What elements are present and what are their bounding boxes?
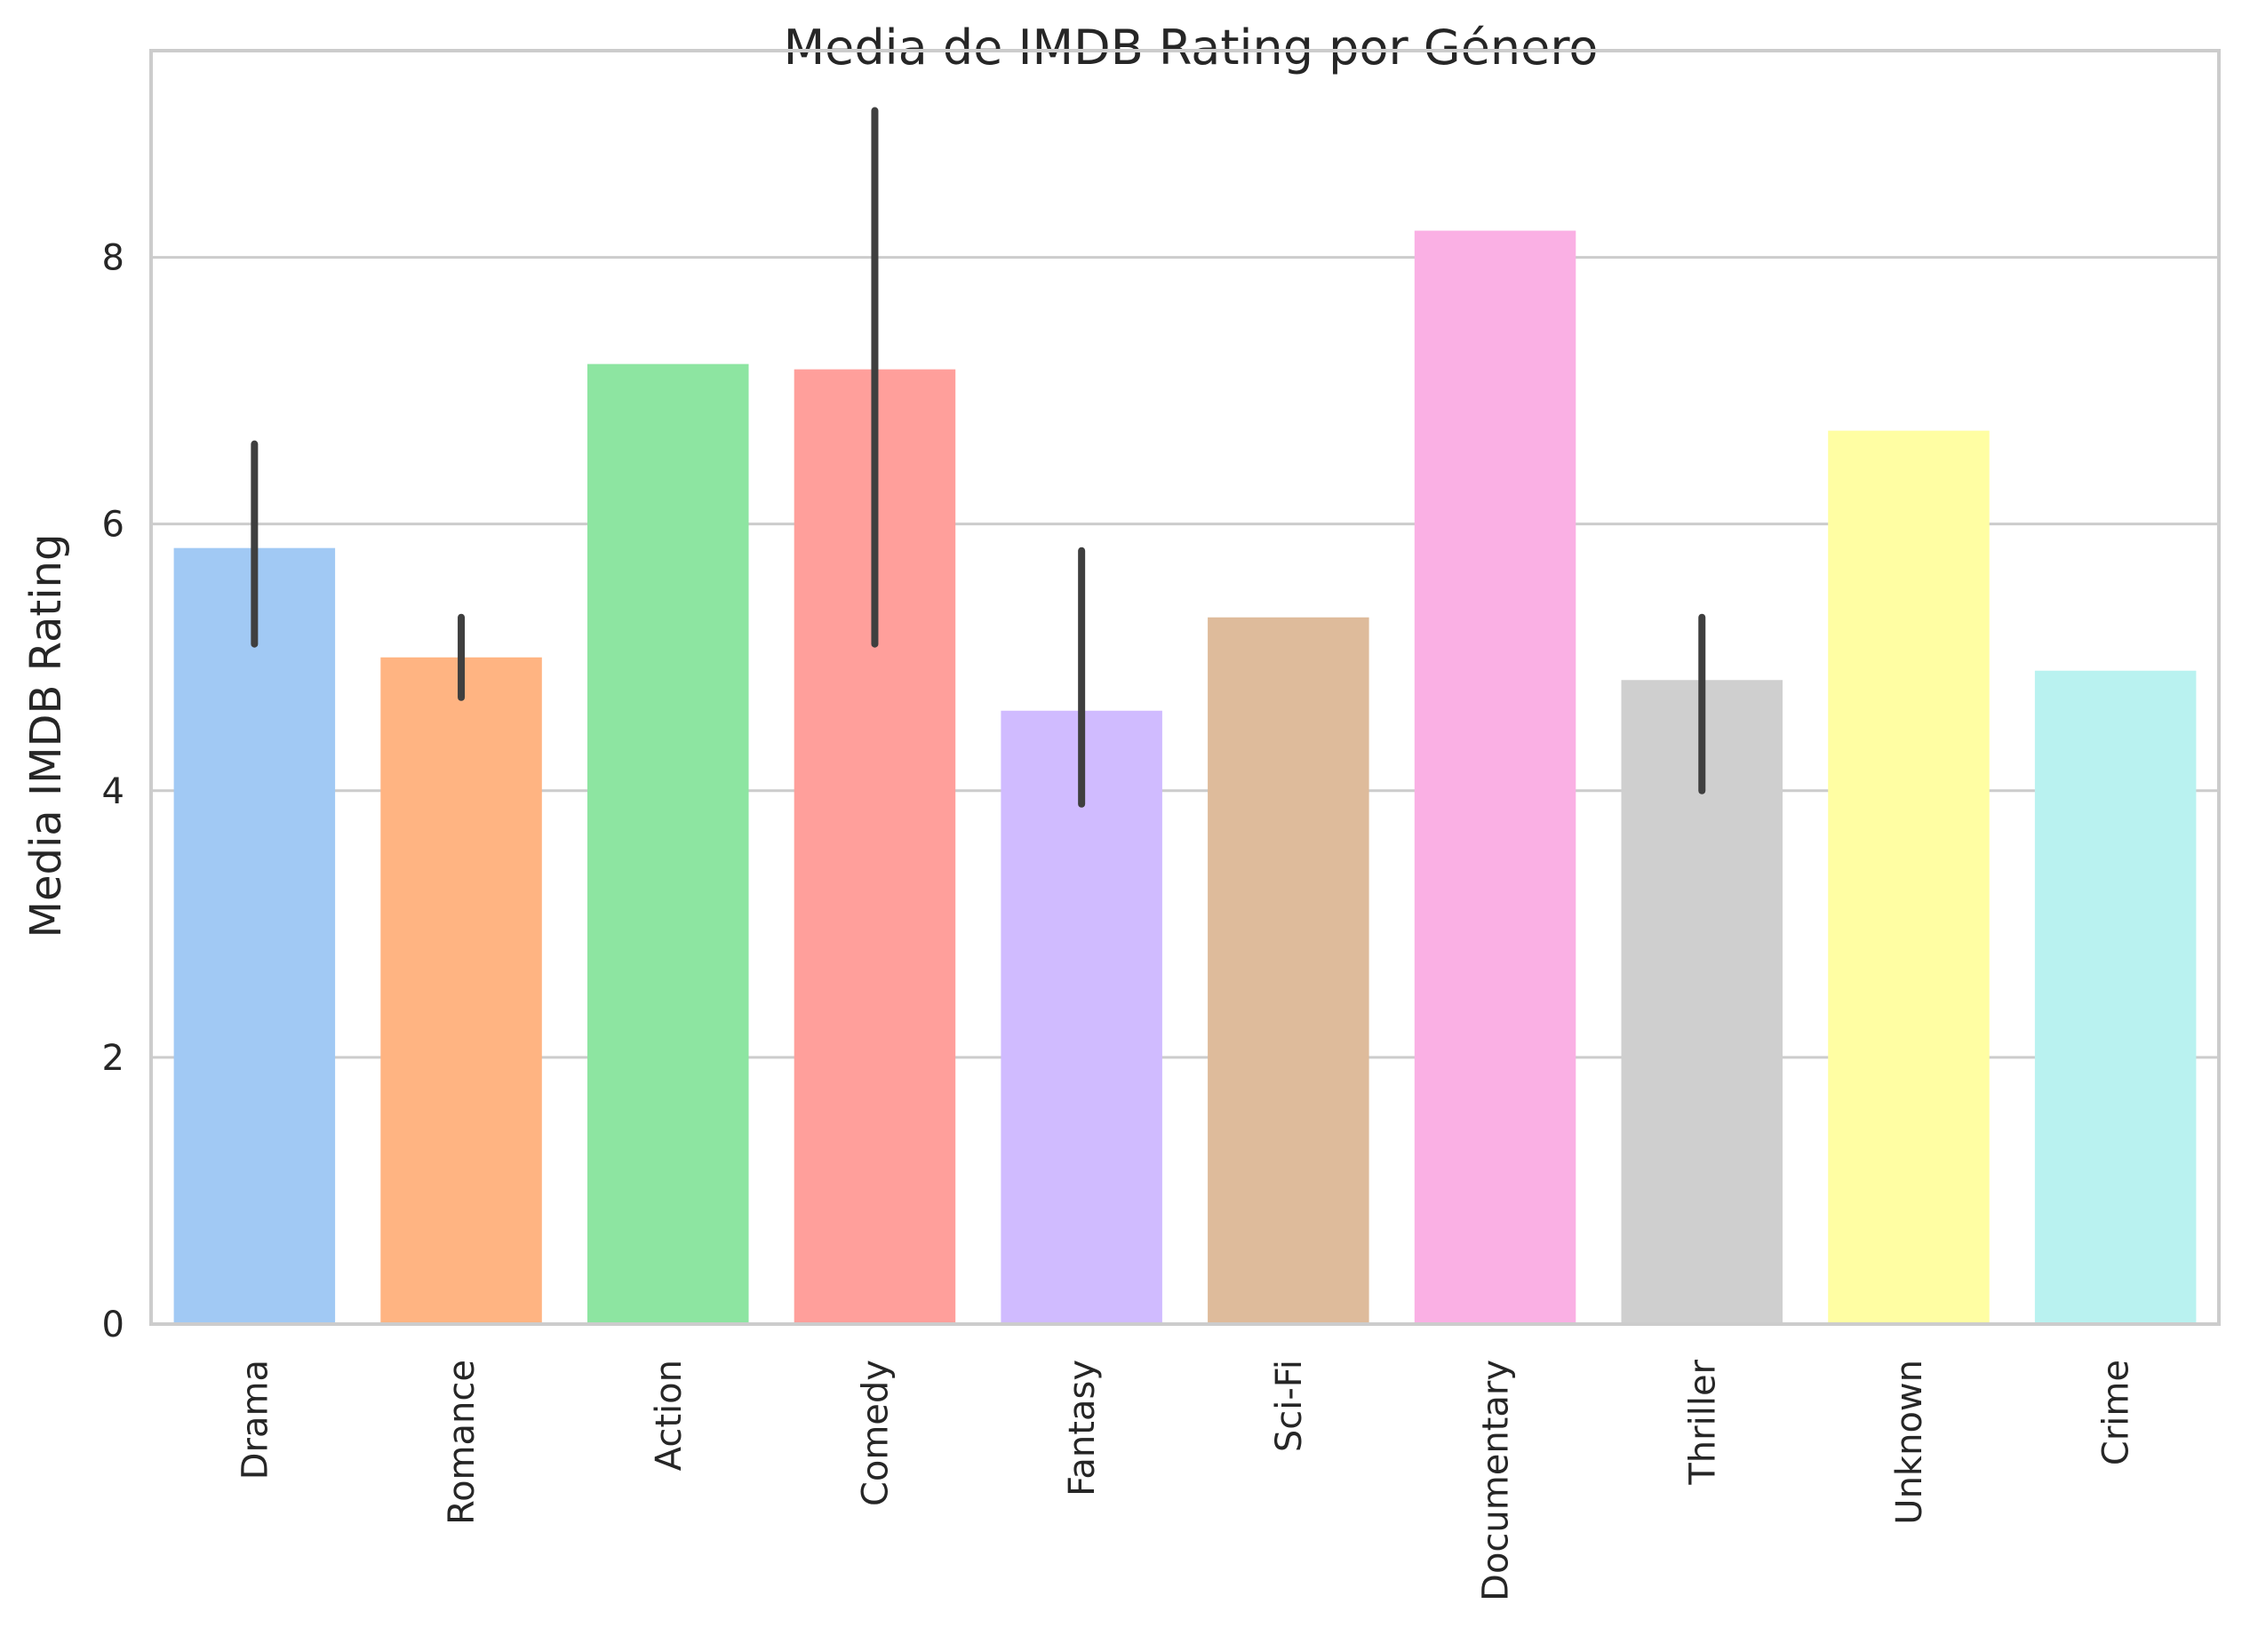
y-tick-label: 6 [102,505,124,546]
bar-unknown [1828,430,1990,1325]
x-tick-label: Comedy [855,1360,896,1506]
x-tick-label: Thriller [1682,1359,1723,1485]
x-tick-label: Action [649,1360,690,1471]
x-tick-label: Romance [442,1360,483,1525]
x-tick-label: Documentary [1476,1360,1517,1601]
bar-documentary [1414,230,1576,1324]
plot-frame [149,49,2221,1326]
y-tick-label: 4 [102,771,124,812]
bar-fantasy [1001,710,1162,1324]
y-axis-title: Media IMDB Rating [21,534,71,938]
x-tick-label: Sci-Fi [1269,1360,1310,1452]
x-tick-label: Unknown [1889,1360,1930,1525]
x-tick-labels: Drama Romance Action Comedy Fantasy Sci-Fi Doc… [235,1359,2136,1600]
bar-action [586,363,749,1324]
y-tick-labels: 0 2 4 6 8 [102,238,124,1345]
bar-sci-fi [1208,617,1369,1324]
bar-romance [380,657,542,1324]
y-tick-label: 8 [102,238,124,279]
chart-title: Media de IMDB Rating por Género [784,20,1599,76]
x-tick-label: Crime [2096,1360,2137,1465]
y-tick-label: 2 [102,1038,124,1079]
bar-drama [173,547,336,1324]
bar-crime [2034,670,2197,1324]
x-tick-label: Drama [235,1360,275,1480]
x-tick-label: Fantasy [1062,1360,1103,1496]
y-tick-label: 0 [102,1305,124,1345]
error-bars [251,107,1706,808]
bars [173,230,2197,1325]
